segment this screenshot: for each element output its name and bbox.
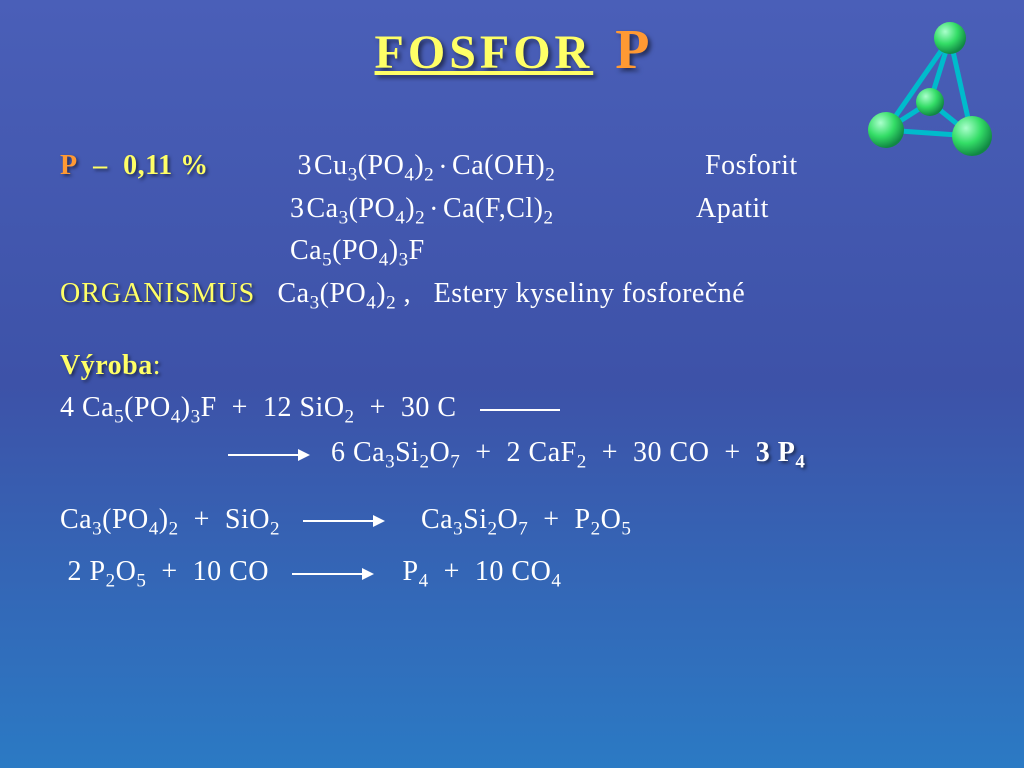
arrow-icon xyxy=(228,454,308,456)
equation-1: 4 Ca5(PO4)3F + 12 SiO2 + 30 C xyxy=(60,392,964,429)
organism-formula: Ca3(PO4)2 , Estery kyseliny fosforečné xyxy=(278,278,746,309)
abundance-percent: 0,11 % xyxy=(123,150,208,181)
abundance-row: P – 0,11 % 3Cu3(PO4)2·Ca(OH)2 Fosforit xyxy=(60,150,964,187)
apatit-formula: 3Ca3(PO4)2·Ca(F,Cl)2 xyxy=(290,193,690,230)
dash: – xyxy=(93,150,108,181)
arrow-icon xyxy=(292,573,372,575)
apatit-label: Apatit xyxy=(696,193,769,224)
equation-3: 2 P2O5 + 10 CO P4 + 10 CO4 xyxy=(60,556,964,593)
content-area: P – 0,11 % 3Cu3(PO4)2·Ca(OH)2 Fosforit 3… xyxy=(60,150,964,599)
equation-1b: 6 Ca3Si2O7 + 2 CaF2 + 30 CO + 3 P4 xyxy=(220,437,964,474)
vyroba-label: Výroba xyxy=(60,350,153,381)
equation-2: Ca3(PO4)2 + SiO2 Ca3Si2O7 + P2O5 xyxy=(60,504,964,541)
fluorapatite-formula: Ca5(PO4)3F xyxy=(290,235,425,272)
element-symbol: P xyxy=(615,19,649,81)
p4-molecule-diagram xyxy=(860,20,1000,160)
p4-product: 3 P4 xyxy=(756,437,806,468)
organism-row: organismus Ca3(PO4)2 , Estery kyseliny f… xyxy=(60,278,964,315)
arrow-icon xyxy=(303,520,383,522)
fluorapatite-row: Ca5(PO4)3F xyxy=(60,235,964,272)
vyroba-heading: Výroba: xyxy=(60,350,964,382)
apatit-row: 3Ca3(PO4)2·Ca(F,Cl)2 Apatit xyxy=(60,193,964,230)
fosforit-formula: 3Cu3(PO4)2·Ca(OH)2 xyxy=(298,150,698,187)
abundance-symbol: P xyxy=(60,150,78,181)
arrow-icon xyxy=(480,409,560,411)
organism-label: organismus xyxy=(60,278,270,310)
page-title: FOSFOR xyxy=(375,26,594,79)
fosforit-label: Fosforit xyxy=(705,150,798,181)
